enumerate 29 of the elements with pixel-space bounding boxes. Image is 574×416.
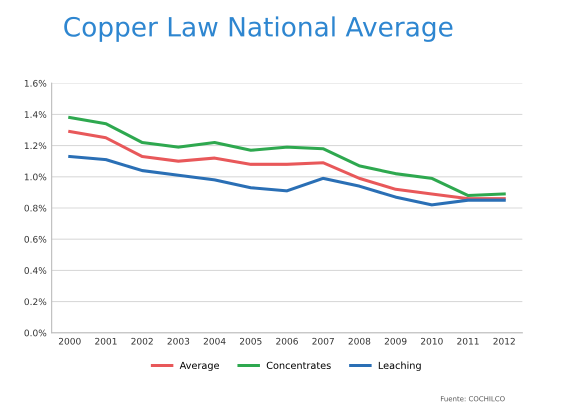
x-tick-label: 2007 <box>312 338 334 345</box>
y-tick-label: 1.4% <box>24 111 46 118</box>
y-tick-label: 1.6% <box>24 80 46 87</box>
x-tick-label: 2012 <box>493 338 515 345</box>
y-tick-label: 0.0% <box>24 330 46 336</box>
line-series <box>68 154 506 206</box>
x-tick-label: 2000 <box>58 338 81 345</box>
x-tick-label: 2001 <box>95 338 117 345</box>
y-tick-label: 0.2% <box>24 298 46 306</box>
y-tick-label: 1.2% <box>24 142 46 150</box>
y-tick-label: 1.0% <box>24 174 46 180</box>
line-series <box>68 116 506 198</box>
x-tick-label: 2010 <box>421 338 443 345</box>
x-tick-label: 2011 <box>457 338 479 345</box>
x-tick-label: 2003 <box>168 338 190 345</box>
y-tick-label: 0.4% <box>24 267 46 274</box>
x-tick-label: 2004 <box>204 338 226 345</box>
x-tick-label: 2002 <box>131 338 153 345</box>
x-tick-label: 2006 <box>276 338 298 345</box>
legend-label: Leaching <box>378 362 421 371</box>
line-series <box>68 130 506 200</box>
y-tick-label: 0.6% <box>24 236 46 243</box>
x-tick-label: 2008 <box>348 338 370 345</box>
y-tick-label: 0.8% <box>24 204 46 212</box>
chart-title: Copper Law National Average <box>64 16 452 42</box>
legend-label: Average <box>180 362 220 371</box>
legend-label: Concentrates <box>266 362 331 370</box>
x-tick-label: 2009 <box>384 338 406 345</box>
x-tick-label: 2005 <box>240 338 262 345</box>
